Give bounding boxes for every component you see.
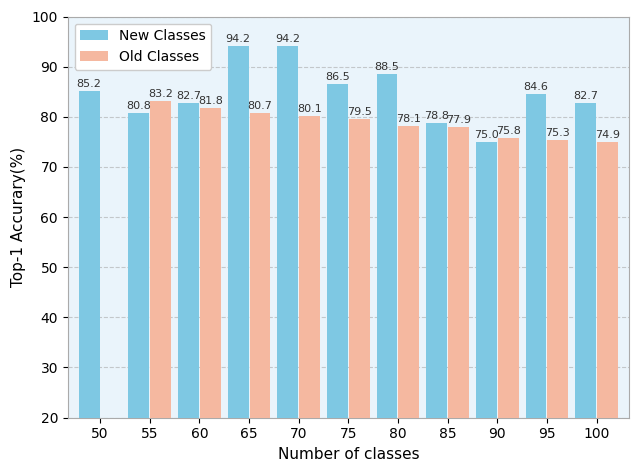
Bar (597, 142, 618, 418)
Bar (575, 103, 596, 418)
Text: 85.2: 85.2 (77, 79, 102, 89)
Text: 86.5: 86.5 (325, 72, 350, 82)
Text: 80.8: 80.8 (126, 101, 151, 111)
Text: 82.7: 82.7 (573, 91, 598, 101)
Text: 88.5: 88.5 (374, 62, 399, 72)
Bar (299, 116, 320, 418)
Text: 94.2: 94.2 (225, 34, 251, 44)
Bar (79, 91, 100, 418)
Y-axis label: Top-1 Accurary(%): Top-1 Accurary(%) (11, 147, 26, 287)
Bar (426, 123, 447, 418)
Text: 75.3: 75.3 (545, 128, 570, 139)
Bar (547, 140, 568, 418)
Bar (277, 46, 298, 418)
Text: 84.6: 84.6 (524, 82, 548, 92)
Text: 78.1: 78.1 (396, 114, 421, 124)
Bar (498, 138, 518, 418)
Bar (129, 113, 149, 418)
Bar (250, 114, 270, 418)
Text: 94.2: 94.2 (275, 34, 300, 44)
Bar (228, 46, 248, 418)
Legend: New Classes, Old Classes: New Classes, Old Classes (75, 24, 211, 70)
Bar (327, 84, 348, 418)
Text: 83.2: 83.2 (148, 89, 173, 99)
Bar (525, 94, 547, 418)
Text: 78.8: 78.8 (424, 111, 449, 121)
Bar (399, 126, 419, 418)
Text: 81.8: 81.8 (198, 96, 223, 106)
Bar (448, 127, 469, 418)
Text: 75.0: 75.0 (474, 130, 499, 140)
Text: 79.5: 79.5 (347, 107, 372, 117)
Text: 77.9: 77.9 (446, 115, 471, 125)
Bar (150, 101, 171, 418)
Text: 82.7: 82.7 (176, 91, 201, 101)
Bar (178, 103, 199, 418)
Bar (200, 108, 221, 418)
Bar (476, 142, 497, 418)
Bar (376, 74, 397, 418)
Text: 74.9: 74.9 (595, 131, 620, 140)
Bar (349, 119, 370, 418)
Text: 80.1: 80.1 (297, 105, 322, 114)
X-axis label: Number of classes: Number of classes (278, 447, 419, 462)
Text: 75.8: 75.8 (496, 126, 521, 136)
Text: 80.7: 80.7 (248, 101, 273, 111)
